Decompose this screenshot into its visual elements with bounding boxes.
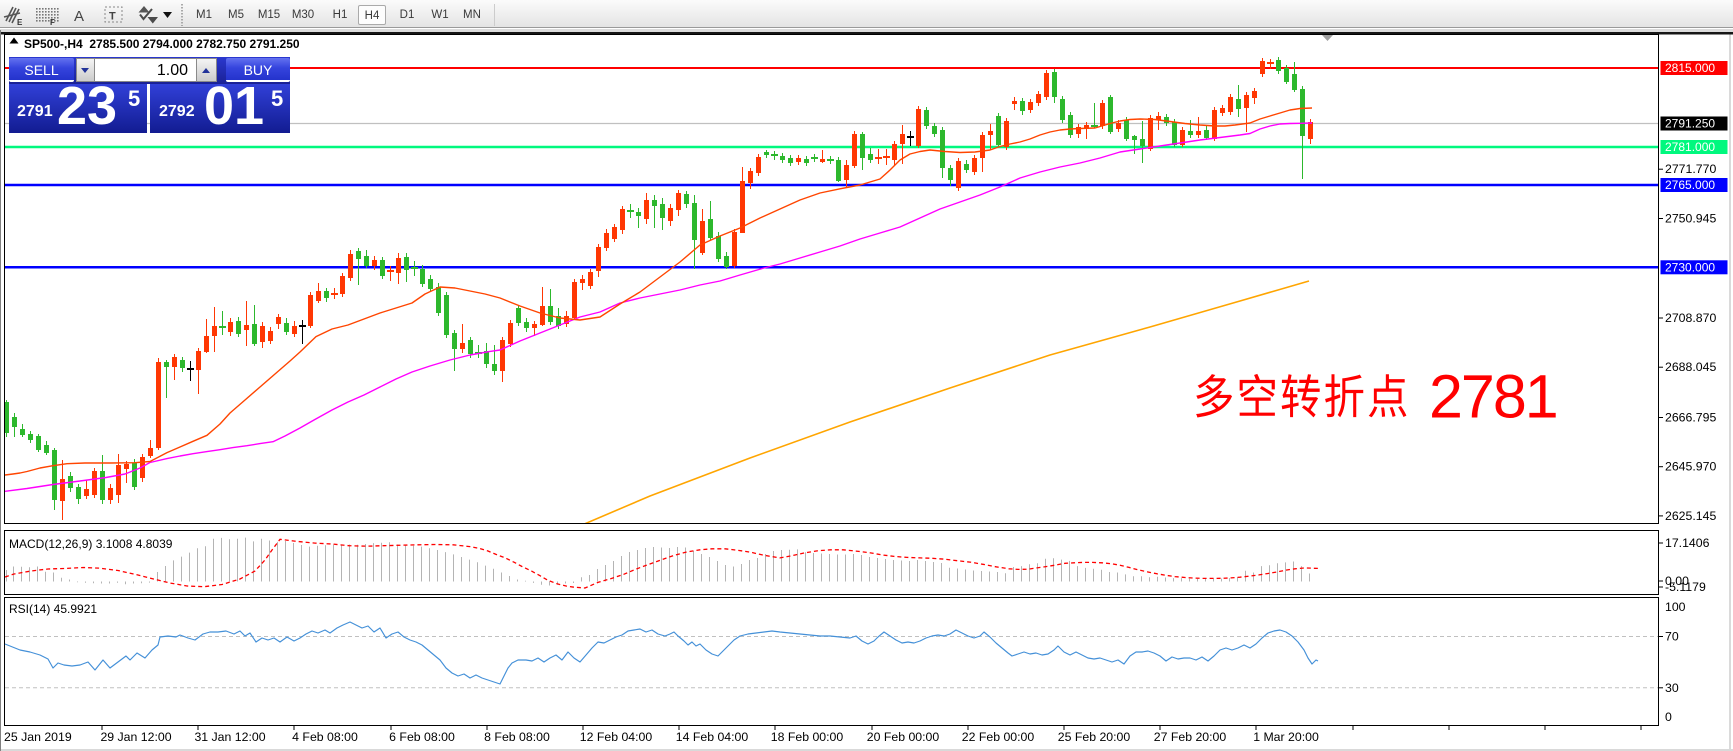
svg-text:-5.1179: -5.1179: [1665, 580, 1706, 594]
svg-text:17.1406: 17.1406: [1665, 536, 1710, 550]
svg-text:12 Feb 04:00: 12 Feb 04:00: [580, 730, 653, 744]
svg-text:14 Feb 04:00: 14 Feb 04:00: [676, 730, 749, 744]
svg-text:29 Jan 12:00: 29 Jan 12:00: [100, 730, 171, 744]
svg-text:70: 70: [1665, 630, 1679, 644]
svg-text:2666.795: 2666.795: [1665, 411, 1716, 425]
svg-text:4 Feb 08:00: 4 Feb 08:00: [292, 730, 358, 744]
svg-text:25 Feb 20:00: 25 Feb 20:00: [1058, 730, 1131, 744]
svg-text:2645.970: 2645.970: [1665, 460, 1716, 474]
svg-text:20 Feb 00:00: 20 Feb 00:00: [867, 730, 940, 744]
svg-text:A: A: [74, 8, 84, 25]
svg-text:100: 100: [1665, 600, 1686, 614]
svg-text:1 Mar 20:00: 1 Mar 20:00: [1253, 730, 1319, 744]
svg-text:2791.250: 2791.250: [1665, 117, 1715, 131]
svg-text:2625.145: 2625.145: [1665, 509, 1716, 523]
svg-text:2688.045: 2688.045: [1665, 360, 1716, 374]
svg-text:6 Feb 08:00: 6 Feb 08:00: [389, 730, 455, 744]
svg-text:2708.870: 2708.870: [1665, 311, 1716, 325]
svg-text:0: 0: [1665, 710, 1672, 724]
svg-text:18 Feb 00:00: 18 Feb 00:00: [771, 730, 844, 744]
svg-text:2771.770: 2771.770: [1665, 162, 1716, 176]
svg-text:2781.000: 2781.000: [1665, 140, 1715, 154]
svg-text:31 Jan 12:00: 31 Jan 12:00: [194, 730, 265, 744]
svg-text:2765.000: 2765.000: [1665, 178, 1715, 192]
svg-text:T: T: [109, 11, 116, 23]
svg-text:2815.000: 2815.000: [1665, 61, 1715, 75]
svg-text:27 Feb 20:00: 27 Feb 20:00: [1154, 730, 1227, 744]
svg-text:2750.945: 2750.945: [1665, 212, 1716, 226]
svg-text:8 Feb 08:00: 8 Feb 08:00: [484, 730, 550, 744]
svg-text:E: E: [17, 18, 23, 27]
svg-text:MACD(12,26,9) 3.1008 4.8039: MACD(12,26,9) 3.1008 4.8039: [9, 537, 173, 551]
svg-text:22 Feb 00:00: 22 Feb 00:00: [962, 730, 1035, 744]
svg-text:RSI(14) 45.9921: RSI(14) 45.9921: [9, 602, 97, 616]
svg-text:0.00: 0.00: [1665, 574, 1689, 588]
svg-text:25 Jan 2019: 25 Jan 2019: [4, 730, 72, 744]
svg-text:F: F: [50, 18, 55, 27]
svg-text:2781: 2781: [1429, 363, 1557, 431]
svg-text:SP500-,H4 2785.500 2794.000 2: SP500-,H4 2785.500 2794.000 2782.750 279…: [24, 37, 300, 51]
svg-text:2730.000: 2730.000: [1665, 260, 1715, 274]
svg-text:30: 30: [1665, 681, 1679, 695]
